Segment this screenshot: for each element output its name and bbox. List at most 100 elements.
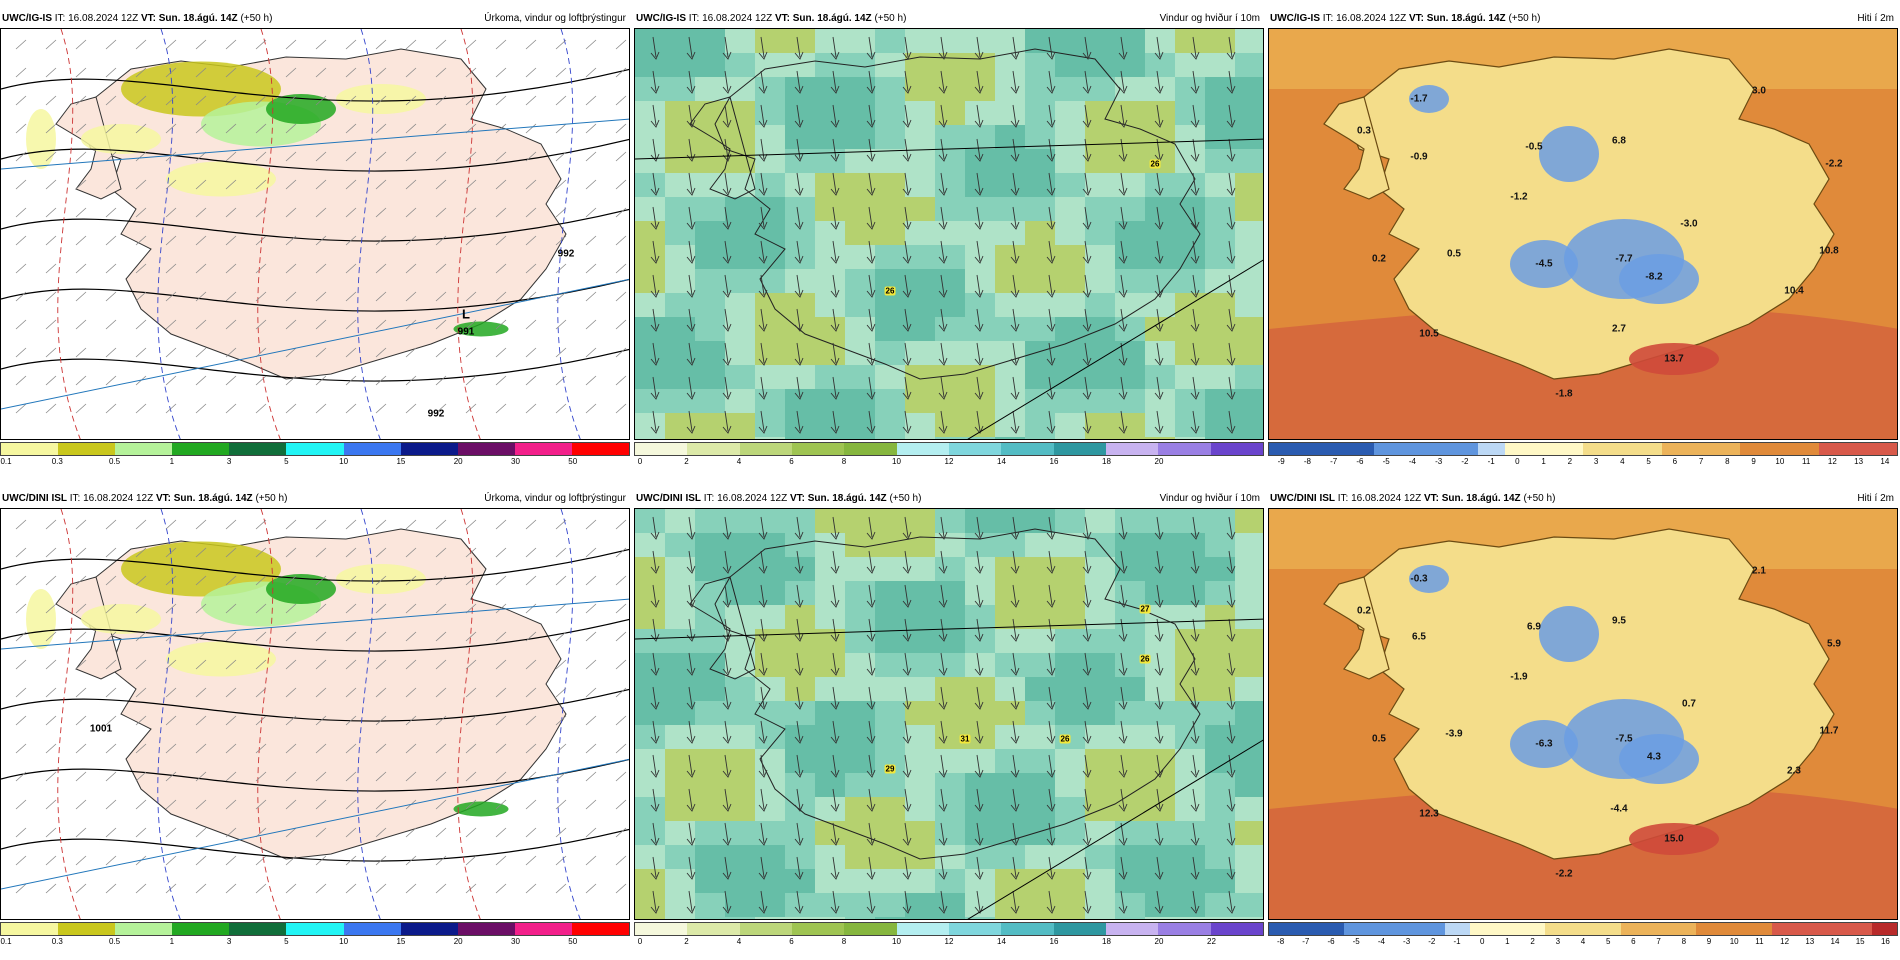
temperature-value: -7.5 [1615,733,1633,745]
legend-swatch [1620,923,1646,935]
legend-tick-label: 6 [789,457,794,466]
wind-barb [585,575,597,586]
wind-barb [405,827,417,838]
wind-speed-cell [935,173,965,197]
legend-swatch [1444,923,1470,935]
wind-speed-cell [995,53,1025,77]
isobar-line [1,758,629,792]
wind-speed-cell [875,29,905,53]
wind-speed-cell [665,701,695,725]
wind-barb [15,67,27,78]
map-area[interactable]: L 991 992 992 [0,28,630,440]
legend-tick-label: 0.5 [108,457,121,466]
map-canvas [635,29,1263,439]
wind-barb [615,67,627,78]
wind-speed-cell [995,293,1025,317]
wind-arrow [1046,36,1056,60]
wind-arrow [1046,856,1056,880]
wind-speed-cell [1235,509,1263,533]
wind-speed-cell [1085,293,1115,317]
wind-speed-cell [875,413,905,437]
wind-barb [45,375,57,386]
wind-barb [495,799,507,810]
wind-arrow [1010,104,1020,128]
map-area[interactable]: 27 26 31 29 26 [634,508,1264,920]
wind-speed-cell [995,221,1025,245]
wind-arrow [1010,172,1020,196]
legend-ticks: 0.1 0.3 0.5 1 3 5 10 15 20 30 50 [0,457,630,471]
wind-arrow [1154,686,1164,710]
map-area[interactable]: 1001 [0,508,630,920]
wind-speed-cell [785,725,815,749]
wind-barb [285,827,297,838]
wind-barb [45,799,57,810]
wind-barb [75,263,87,274]
wind-barb [435,235,447,246]
wind-barb [105,519,117,530]
wind-speed-cell [755,269,785,293]
temperature-value: 4.3 [1647,751,1661,763]
wind-speed-cell [665,77,695,101]
wind-barb [15,95,27,106]
legend-swatch [1721,923,1747,935]
wind-arrow [722,652,732,676]
gust-value-label: 26 [1149,159,1161,169]
wind-arrow [1226,856,1236,880]
wind-barb [495,743,507,754]
wind-speed-cell [815,749,845,773]
wind-barb [165,123,177,134]
wind-speed-cell [695,629,725,653]
wind-speed-cell [1205,149,1235,173]
wind-barb [165,883,177,894]
wind-barb [75,827,87,838]
wind-speed-cell [785,197,815,221]
wind-barb [315,347,327,358]
wind-barb [375,659,387,670]
map-area[interactable]: -0.3 2.1 0.2 6.5 6.9 9.5 5.9 -1.9 0.7 0.5 -3.9 -6.3… [1268,508,1898,920]
wind-speed-cell [695,725,725,749]
wind-barb [615,799,627,810]
wind-barb [495,631,507,642]
wind-arrow [866,686,876,710]
wind-speed-cell [815,125,845,149]
wind-speed-cell [1115,677,1145,701]
init-time: IT: 16.08.2024 12Z [54,13,139,24]
wind-speed-cell [875,533,905,557]
wind-barb [195,95,207,106]
wind-barb [165,855,177,866]
wind-arrow [794,240,804,264]
temperature-value: -1.7 [1410,93,1428,105]
legend-swatch [1595,923,1621,935]
wind-speed-cell [905,437,935,439]
legend-tick-label: 0.1 [0,937,12,946]
legend-tick-label: 8 [1681,937,1687,946]
wind-barb [555,743,567,754]
wind-arrow [974,550,984,574]
legend-ticks: 0 2 4 6 8 10 12 14 16 18 20 22 [634,937,1264,951]
legend-swatch [58,923,116,935]
wind-barb [285,603,297,614]
wind-arrow [902,720,912,744]
wind-speed-cell [995,869,1025,893]
map-area[interactable]: 26 26 [634,28,1264,440]
iceland-landmass [1348,48,1835,380]
wind-arrow [758,70,768,94]
wind-speed-cell [965,869,995,893]
wind-speed-cell [1025,869,1055,893]
legend-tick-label: 6 [1631,937,1636,946]
wind-arrow [938,376,948,400]
wind-barb [585,403,597,414]
map-area[interactable]: -1.7 3.0 0.3 -0.9 -0.5 6.8 -2.2 -1.2 -3.0 0.2 0.5-… [1268,28,1898,440]
wind-arrow [686,652,696,676]
wind-arrow [1010,516,1020,540]
wind-barb [555,771,567,782]
wind-barb [585,95,597,106]
wind-arrow [902,584,912,608]
wind-barb [345,95,357,106]
wind-barb [345,799,357,810]
wind-arrow [1118,584,1128,608]
wind-arrow [794,206,804,230]
legend-tick-label: 0.1 [0,457,12,466]
wind-barb [435,575,447,586]
wind-speed-cell [1055,653,1085,677]
